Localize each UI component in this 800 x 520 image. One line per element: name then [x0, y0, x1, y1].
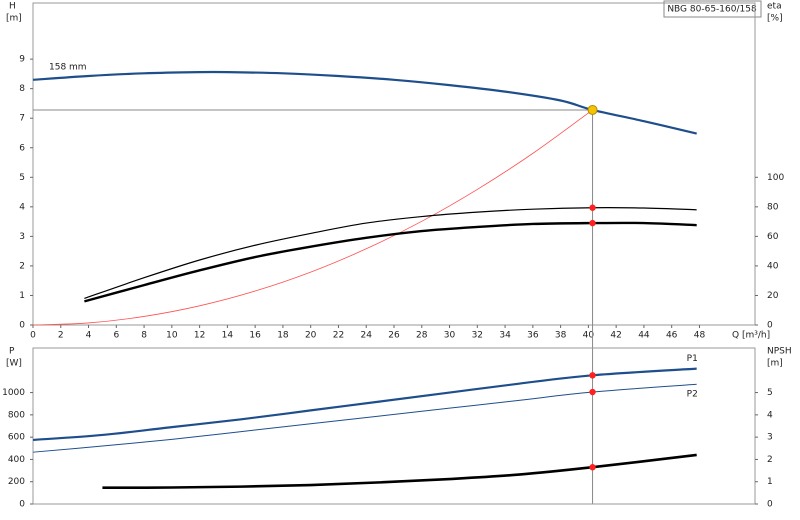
curve: [84, 221, 697, 303]
x-tick-label: 42: [610, 331, 621, 341]
y-tick-label: 5: [19, 173, 25, 183]
y-tick-label: 1: [19, 291, 25, 301]
series-label: P2: [687, 390, 698, 400]
curve: [32, 109, 593, 326]
y-axis-label: H: [9, 2, 16, 12]
x-tick-label: 0: [30, 331, 36, 341]
x-tick-label: 30: [444, 331, 456, 341]
x-tick-label: 20: [305, 331, 317, 341]
x-tick-label: 26: [388, 331, 400, 341]
y2-tick-label: 80: [767, 202, 779, 212]
duty-marker: [589, 388, 596, 396]
y-tick-label: 400: [8, 455, 25, 465]
y2-tick-label: 60: [767, 232, 779, 242]
x-tick-label: 4: [86, 331, 92, 341]
y2-tick-label: 0: [767, 500, 773, 510]
y-tick-label: 4: [19, 202, 25, 212]
y2-axis-label: NPSH: [767, 347, 792, 357]
y-tick-label: 7: [19, 114, 25, 124]
duty-marker: [589, 204, 596, 211]
y-axis-unit: [m]: [6, 14, 22, 24]
duty-point: [587, 104, 598, 115]
curve: [32, 367, 697, 442]
y2-axis-unit: [m]: [767, 359, 783, 369]
x-tick-label: 8: [141, 331, 147, 341]
x-tick-label: 36: [527, 331, 539, 341]
plot-frame: [32, 2, 756, 326]
y2-tick-label: 100: [767, 173, 784, 183]
x-tick-label: 18: [277, 331, 289, 341]
y2-tick-label: 5: [767, 388, 773, 398]
duty-marker: [589, 372, 596, 379]
y-tick-label: 3: [19, 232, 25, 242]
y2-tick-label: 1: [767, 477, 773, 487]
y2-tick-label: 20: [767, 291, 779, 301]
x-tick-label: 22: [333, 331, 344, 341]
x-tick-label: 6: [113, 331, 119, 341]
x-tick-label: 32: [472, 331, 483, 341]
x-tick-label: 24: [361, 331, 373, 341]
y2-tick-label: 4: [767, 410, 773, 420]
y2-tick-label: 40: [767, 261, 779, 271]
x-tick-label: 46: [666, 331, 678, 341]
x-tick-label: 34: [499, 331, 511, 341]
plot-frame: [32, 347, 756, 505]
curve: [32, 70, 697, 135]
y2-axis-unit: [%]: [767, 14, 783, 24]
x-axis-label: Q [m³/h]: [732, 331, 770, 341]
series-label: 158 mm: [49, 62, 87, 72]
x-tick-label: 38: [555, 331, 567, 341]
x-tick-label: 16: [249, 331, 261, 341]
y-tick-label: 9: [19, 55, 25, 65]
title-box: [663, 0, 762, 18]
y2-axis-label: eta: [767, 2, 782, 12]
y-tick-label: 0: [19, 321, 25, 331]
y-tick-label: 600: [8, 433, 25, 443]
x-tick-label: 48: [694, 331, 706, 341]
x-tick-label: 28: [416, 331, 428, 341]
duty-marker: [589, 464, 596, 471]
y2-tick-label: 3: [767, 433, 773, 443]
x-tick-label: 40: [583, 331, 595, 341]
y-tick-label: 800: [8, 410, 25, 420]
duty-marker: [589, 219, 596, 227]
x-tick-label: 44: [638, 331, 650, 341]
y-tick-label: 6: [19, 143, 25, 153]
y-axis-label: P: [9, 347, 15, 357]
y2-tick-label: 0: [767, 321, 773, 331]
y-tick-label: 2: [19, 261, 25, 271]
y-tick-label: 1000: [2, 388, 25, 398]
y-tick-label: 0: [19, 500, 25, 510]
y-axis-unit: [W]: [6, 359, 22, 369]
curve: [84, 207, 697, 299]
y-tick-label: 200: [8, 477, 25, 487]
series-label: P1: [687, 354, 698, 364]
y2-tick-label: 2: [767, 455, 773, 465]
curve: [102, 453, 697, 490]
x-tick-label: 12: [194, 331, 205, 341]
x-tick-label: 2: [58, 331, 64, 341]
curve: [32, 383, 697, 453]
x-tick-label: 10: [166, 331, 178, 341]
x-tick-label: 14: [222, 331, 234, 341]
chart-title: NBG 80-65-160/158: [667, 5, 757, 15]
y-tick-label: 8: [19, 84, 25, 94]
